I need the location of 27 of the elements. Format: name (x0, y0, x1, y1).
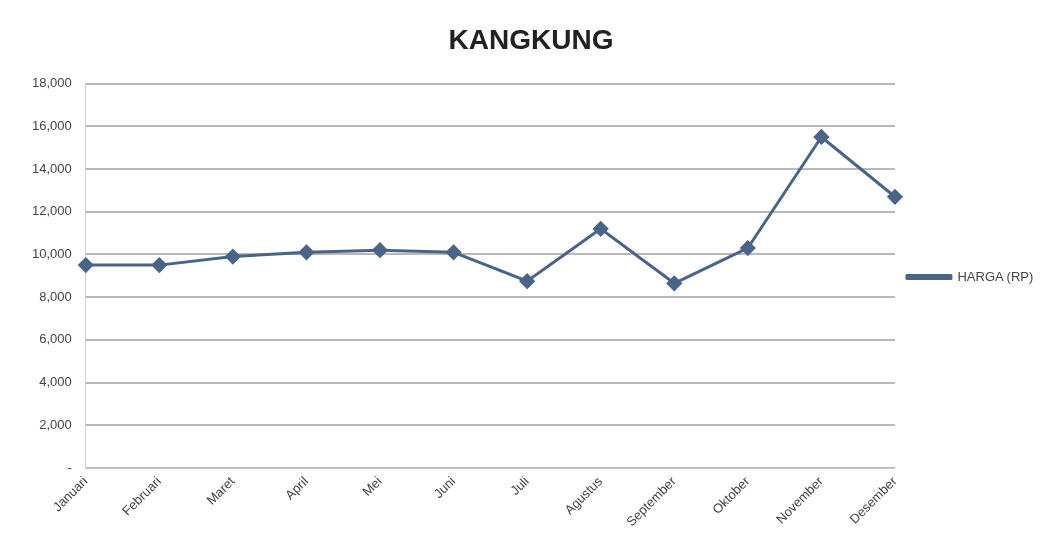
y-tick-label: 4,000 (39, 374, 72, 390)
y-tick-label: 16,000 (32, 117, 72, 133)
point (740, 240, 756, 256)
point (666, 275, 682, 291)
x-tick-label: Juli (507, 473, 532, 498)
point (813, 129, 829, 145)
point (519, 273, 535, 289)
y-tick-label: 10,000 (32, 246, 72, 262)
point (446, 244, 462, 260)
y-tick-label: 18,000 (32, 75, 72, 91)
point (593, 221, 609, 237)
y-tick-label: 2,000 (39, 416, 72, 432)
y-tick-label: - (67, 459, 72, 475)
point (887, 189, 903, 205)
x-tick-label: Juni (430, 473, 459, 502)
point (78, 257, 94, 273)
y-tick-label: 12,000 (32, 203, 72, 219)
y-tick-label: 6,000 (39, 331, 72, 347)
y-tick-label: 8,000 (39, 288, 72, 304)
point (372, 242, 388, 258)
y-tick-label: 14,000 (32, 160, 72, 176)
point (151, 257, 167, 273)
point (298, 244, 314, 260)
legend-label: HARGA (RP) (957, 268, 1034, 284)
point (225, 249, 241, 265)
chart-title: KANGKUNG (448, 23, 614, 55)
x-tick-label: Mei (359, 473, 385, 499)
